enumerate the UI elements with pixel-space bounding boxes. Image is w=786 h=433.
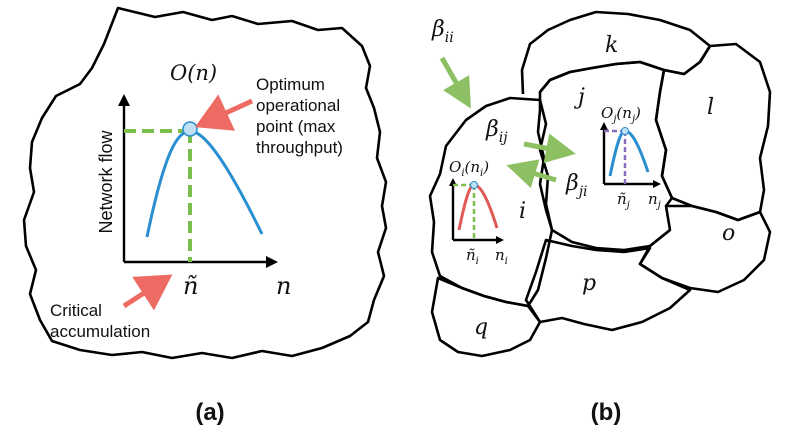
inset-chart-i: Oi(ni) ñi ni xyxy=(449,158,508,267)
svg-text:Optimum: Optimum xyxy=(256,75,325,94)
optimum-arrow xyxy=(194,94,254,131)
critical-annotation: Critical accumulation xyxy=(50,301,150,341)
beta-ji-label: βji xyxy=(565,171,588,200)
svg-text:point (max: point (max xyxy=(256,117,336,136)
region-label-j: j xyxy=(573,85,585,110)
region-p xyxy=(524,238,692,332)
svg-text:operational: operational xyxy=(256,96,340,115)
region-label-p: p xyxy=(582,271,596,296)
svg-text:ñj: ñj xyxy=(617,190,630,211)
beta-ij-label: βij xyxy=(485,117,508,146)
svg-text:throughput): throughput) xyxy=(256,138,343,157)
x-axis-label: n xyxy=(276,272,291,300)
panel-b: k l j i o p q βii βij βji Oi(ni) ñi ni xyxy=(428,10,772,426)
panel-a: O(n) Network flow n ñ Optimum operationa… xyxy=(22,6,388,426)
svg-text:Oj(nj): Oj(nj) xyxy=(601,104,641,125)
region-i xyxy=(428,96,554,308)
region-label-k: k xyxy=(605,33,618,58)
region-o xyxy=(638,204,772,294)
inset-chart-j: Oj(nj) ñj nj xyxy=(600,104,661,211)
beta-ii-label: βii xyxy=(431,17,454,46)
mfd-curve xyxy=(145,129,264,238)
region-label-q: q xyxy=(474,315,488,340)
region-label-i: i xyxy=(519,199,526,224)
svg-text:ñi: ñi xyxy=(466,246,479,267)
critical-arrow xyxy=(122,274,173,311)
beta-ji-arrow xyxy=(506,159,557,189)
y-axis-label: Network flow xyxy=(96,129,116,233)
svg-text:ni: ni xyxy=(495,246,508,267)
y-axis-arrow xyxy=(118,94,130,106)
optimum-annotation: Optimum operational point (max throughpu… xyxy=(256,75,343,157)
region-l xyxy=(654,42,772,222)
svg-text:Critical: Critical xyxy=(50,301,102,320)
inset-curve-i xyxy=(457,183,499,231)
inset-curve-j xyxy=(608,129,650,177)
region-a-outline xyxy=(22,6,388,360)
region-q xyxy=(430,276,542,358)
beta-ii-arrow xyxy=(439,56,471,109)
function-label: O(n) xyxy=(170,61,217,85)
panel-a-caption: (a) xyxy=(195,399,224,426)
beta-ij-arrow xyxy=(523,133,576,163)
critical-symbol: ñ xyxy=(183,272,198,300)
svg-text:Oi(ni): Oi(ni) xyxy=(449,158,489,179)
region-label-o: o xyxy=(722,221,735,246)
optimum-point xyxy=(182,121,198,137)
region-label-l: l xyxy=(707,95,714,120)
svg-text:nj: nj xyxy=(648,190,661,211)
region-j xyxy=(536,60,674,252)
svg-text:accumulation: accumulation xyxy=(50,322,150,341)
panel-b-caption: (b) xyxy=(591,399,622,426)
x-axis-arrow xyxy=(266,256,278,268)
